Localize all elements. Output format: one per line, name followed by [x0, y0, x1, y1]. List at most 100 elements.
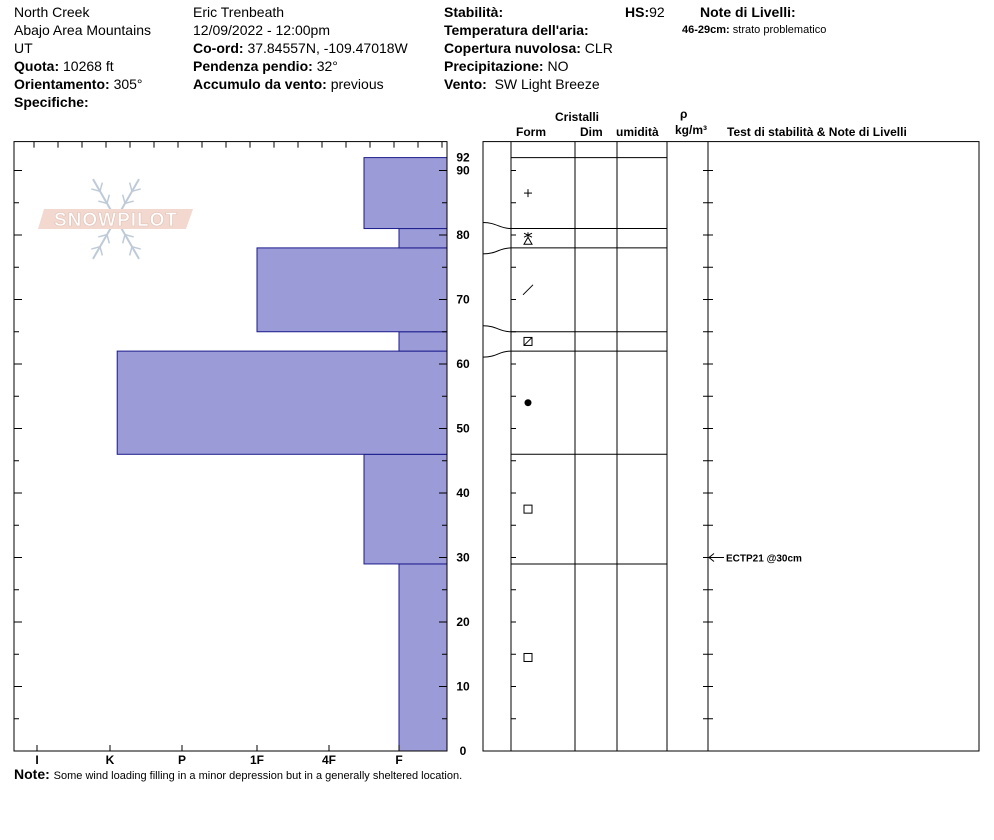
depth-label-90: 90: [456, 164, 470, 178]
depth-label-80: 80: [456, 228, 470, 242]
logo-snowflake-branch: [121, 194, 126, 204]
hardness-plot-frame: [13, 141, 448, 752]
hardness-label-F: F: [395, 753, 402, 767]
hardness-label-P: P: [178, 753, 186, 767]
logo-snowflake-branch: [131, 245, 141, 250]
crystal-form-dot-icon: [524, 399, 532, 407]
logo-snowflake-branch: [99, 182, 104, 192]
form-header: Form: [516, 125, 546, 139]
crystals-header: Cristalli: [555, 110, 600, 124]
aspect: Orientamento: 305°: [14, 76, 143, 92]
coords-label: Co-ord:: [193, 40, 244, 56]
square-glyph: [523, 504, 533, 514]
thin-layer-connector-top-1: [482, 222, 512, 230]
aspect-label: Orientamento:: [14, 76, 110, 92]
dot-glyph: [524, 399, 532, 407]
cloud-label: Copertura nuvolosa:: [444, 40, 581, 56]
square-glyph: [523, 652, 533, 662]
mountain-range: Abajo Area Mountains: [14, 22, 151, 38]
wind-loading-label: Accumulo da vento:: [193, 76, 327, 92]
cloud-value: CLR: [584, 40, 613, 56]
hardness-bar-6: [363, 157, 448, 230]
depth-label-top: 92: [456, 151, 470, 165]
hs-label: HS:: [625, 4, 650, 20]
hardness-bar-3: [398, 331, 448, 352]
logo-snowflake-branch: [124, 200, 134, 205]
logo-banner: [38, 209, 193, 229]
crystal-form-slash-icon: [522, 284, 534, 296]
logo-snowflake-branch: [99, 246, 104, 256]
location: North Creek: [14, 4, 90, 20]
density-unit: kg/m³: [675, 123, 708, 137]
wind-loading-value: previous: [330, 76, 384, 92]
test-arrow-head-icon: [708, 553, 715, 562]
logo-snowflake-branch: [128, 182, 133, 192]
note-label: Note:: [14, 766, 50, 782]
logo-snowflake-branch: [106, 194, 111, 204]
hs-value: 92: [649, 4, 665, 20]
size-header: Dim: [580, 125, 603, 139]
crystal-form-star-triangle-icon: [523, 232, 533, 245]
box-glyph: [523, 336, 533, 346]
logo-text: SNOWPILOT: [54, 210, 178, 231]
elevation-value: 10268 ft: [63, 58, 114, 74]
note: Note: Some wind loading filling in a min…: [14, 766, 462, 783]
depth-label-10: 10: [456, 680, 470, 694]
layers-table-frame: [482, 141, 980, 752]
logo-snowflake-branch: [121, 234, 126, 244]
slope-value: 32°: [316, 58, 338, 74]
coordinates: Co-ord: 37.84557N, -109.47018W: [193, 40, 408, 56]
depth-label-40: 40: [456, 486, 470, 500]
logo-snowflake-branch: [98, 233, 108, 238]
aspect-value: 305°: [113, 76, 143, 92]
hardness-bar-1: [363, 453, 448, 565]
elevation-label: Quota:: [14, 58, 60, 74]
precip-label: Precipitazione:: [444, 58, 544, 74]
depth-label-30: 30: [456, 551, 470, 565]
cloud-cover: Copertura nuvolosa: CLR: [444, 40, 613, 56]
moisture-header: umidità: [616, 125, 659, 139]
thin-layer-connector-bottom-0: [482, 350, 512, 358]
logo-snowflake-branch: [124, 233, 134, 238]
logo-snowflake-branch: [98, 200, 108, 205]
snow-height: HS:92: [625, 4, 665, 20]
logo-snowflake-branch: [128, 246, 133, 256]
crystal-form-square-icon: [523, 652, 533, 662]
logo-snowflake-branch: [106, 234, 111, 244]
density-symbol: ρ: [680, 107, 688, 121]
layer-notes-label: Note di Livelli:: [700, 4, 796, 20]
crystal-form-plus-icon: [524, 189, 532, 198]
logo-snowflake-branch: [91, 188, 101, 193]
coords-value: 37.84557N, -109.47018W: [247, 40, 408, 56]
crystal-form-boxslash-icon: [523, 336, 533, 346]
air-temp-label: Temperatura dell'aria:: [444, 22, 589, 38]
slash-glyph: [522, 284, 534, 296]
precip-value: NO: [547, 58, 569, 74]
triangle-glyph: [523, 236, 533, 245]
hardness-bar-4: [256, 247, 448, 333]
wind-value: SW Light Breeze: [494, 76, 600, 92]
test-result-label: ECTP21 @30cm: [726, 554, 802, 565]
observer: Eric Trenbeath: [193, 4, 285, 20]
slope: Pendenza pendio: 32°: [193, 58, 338, 74]
wind-loading: Accumulo da vento: previous: [193, 76, 384, 92]
depth-label-60: 60: [456, 357, 470, 371]
layer-note-text: strato problematico: [732, 24, 827, 36]
thin-layer-connector-bottom-1: [482, 247, 512, 255]
stability-label: Stabilità:: [444, 4, 504, 20]
slash-glyph: [523, 337, 533, 346]
specifics-label: Specifiche:: [14, 94, 89, 110]
wind: Vento: SW Light Breeze: [444, 76, 600, 92]
thin-layer-connector-top-0: [482, 325, 512, 333]
tests-header: Test di stabilità & Note di Livelli: [727, 125, 907, 139]
datetime: 12/09/2022 - 12:00pm: [193, 22, 330, 38]
hardness-bar-0: [398, 563, 448, 752]
hardness-bar-2: [116, 350, 448, 455]
hardness-label-1F: 1F: [250, 753, 264, 767]
depth-label-20: 20: [456, 615, 470, 629]
hardness-bar-5: [398, 228, 448, 249]
layer-note-range: 46-29cm:: [682, 24, 730, 36]
slope-label: Pendenza pendio:: [193, 58, 313, 74]
logo-snowflake-branch: [131, 188, 141, 193]
